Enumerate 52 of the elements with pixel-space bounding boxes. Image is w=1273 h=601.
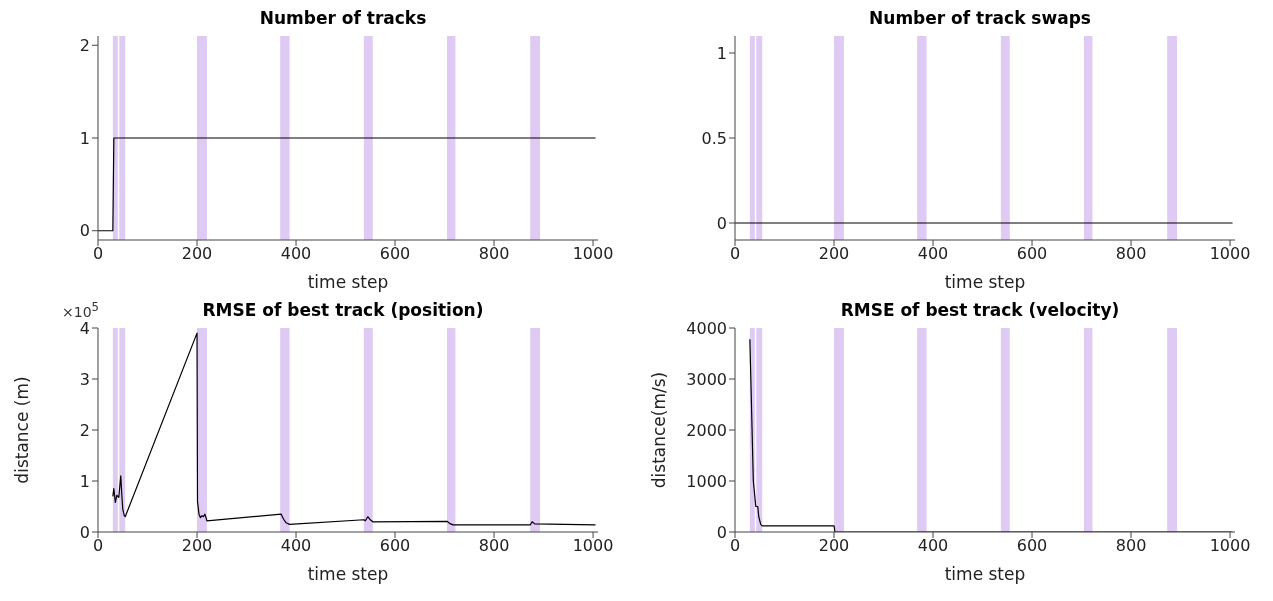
x-tick-label: 0 xyxy=(92,244,104,264)
y-tick-label: 1 xyxy=(716,43,727,63)
x-tick-label: 1000 xyxy=(1209,244,1251,264)
x-tick-label: 200 xyxy=(818,244,850,264)
chart-title: RMSE of best track (position) xyxy=(202,300,484,320)
y-tick-label: 4 xyxy=(79,318,90,338)
x-axis-title: time step xyxy=(944,564,1026,584)
x-tick-label: 1000 xyxy=(572,244,614,264)
x-axis-title: time step xyxy=(307,564,389,584)
x-tick-label: 800 xyxy=(1115,536,1147,556)
y-tick-label: 1 xyxy=(79,128,90,148)
y-axis-title: distance (m) xyxy=(12,376,33,484)
x-tick-label: 600 xyxy=(1016,536,1048,556)
x-tick-label: 600 xyxy=(1016,244,1048,264)
x-tick-label: 800 xyxy=(1115,244,1147,264)
x-tick-label: 1000 xyxy=(1209,536,1251,556)
x-tick-label: 0 xyxy=(729,536,741,556)
text: ×10$^{5}$ xyxy=(62,300,99,320)
y-tick-label: 1 xyxy=(79,471,90,491)
y-tick-label: 1000 xyxy=(686,471,727,491)
x-tick-label: 400 xyxy=(280,244,312,264)
x-tick-label: 200 xyxy=(181,244,213,264)
y-tick-label: 0 xyxy=(716,213,727,233)
x-tick-label: 400 xyxy=(917,536,949,556)
x-tick-label: 200 xyxy=(181,536,213,556)
x-tick-label: 400 xyxy=(917,244,949,264)
y-tick-label: 0.5 xyxy=(701,128,727,148)
x-tick-label: 400 xyxy=(280,536,312,556)
x-tick-label: 0 xyxy=(92,536,104,556)
y-tick-label: 2 xyxy=(79,35,90,55)
x-tick-label: 600 xyxy=(379,536,411,556)
y-tick-label: 3000 xyxy=(686,369,727,389)
x-axis-title: time step xyxy=(944,272,1026,292)
y-tick-label: 0 xyxy=(716,522,727,542)
x-tick-label: 1000 xyxy=(572,536,614,556)
x-tick-label: 600 xyxy=(379,244,411,264)
y-tick-label: 3 xyxy=(79,369,90,389)
y-tick-label: 4000 xyxy=(686,318,727,338)
y-tick-label: 2 xyxy=(79,420,90,440)
y-tick-label: 0 xyxy=(79,522,90,542)
y-tick-label: 2000 xyxy=(686,420,727,440)
line-series xyxy=(112,332,597,526)
x-tick-label: 800 xyxy=(478,244,510,264)
chart-title: RMSE of best track (velocity) xyxy=(840,300,1120,320)
chart-title: Number of tracks xyxy=(258,8,428,30)
x-tick-label: 800 xyxy=(478,536,510,556)
chart-title: Number of track swaps xyxy=(868,8,1092,30)
y-axis-title: distance(m/s) xyxy=(649,371,670,489)
x-tick-label: 0 xyxy=(729,244,741,264)
x-tick-label: 200 xyxy=(818,536,850,556)
y-tick-label: 0 xyxy=(79,221,90,241)
x-axis-title: time step xyxy=(307,272,389,292)
